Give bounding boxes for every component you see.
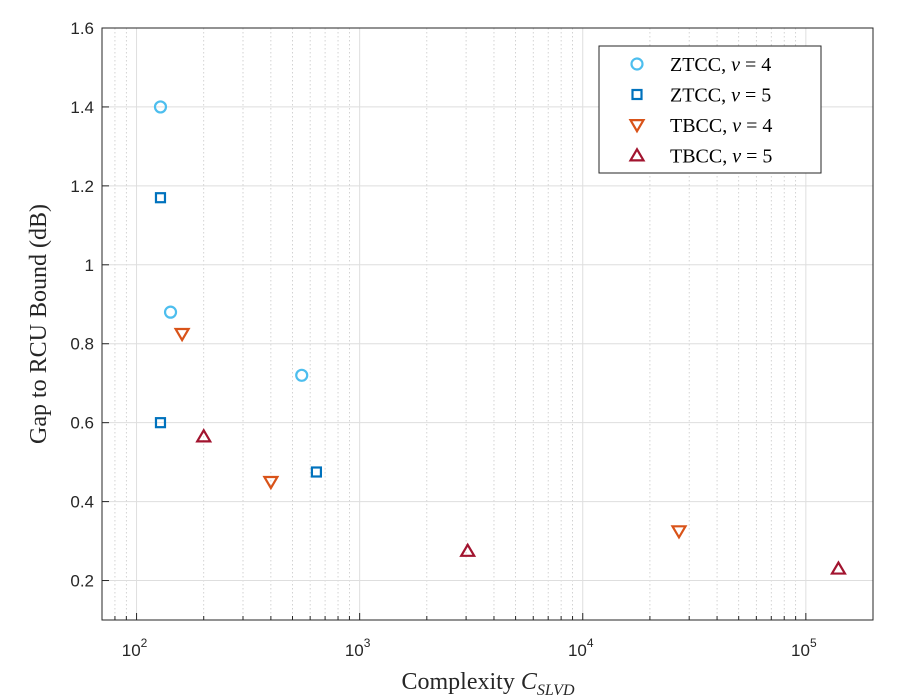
legend-entry-code: TBCC,	[670, 115, 732, 137]
y-tick-labels: 0.2 0.4 0.6 0.8 1 1.2 1.4 1.6	[70, 19, 94, 591]
data-point-square	[154, 192, 167, 204]
data-point-triangle-up	[830, 560, 847, 575]
y-axis-label: Gap to RCU Bound (dB)	[26, 204, 52, 444]
y-tick-label: 1.2	[70, 177, 94, 196]
y-tick-label: 1.6	[70, 19, 94, 38]
legend-marker-triangle-down	[628, 119, 646, 134]
x-tick-label: 102	[122, 636, 148, 660]
y-tick-label: 0.4	[70, 493, 94, 512]
data-point-triangle-down	[262, 475, 280, 491]
x-axis-label-main: Complexity	[402, 669, 521, 695]
y-tick-label: 0.8	[70, 335, 94, 354]
axis-ticks	[102, 27, 807, 620]
data-point-triangle-up	[459, 542, 477, 557]
legend-entry-value: = 5	[740, 85, 771, 107]
legend-entry-code: TBCC,	[670, 146, 732, 168]
data-points	[153, 100, 847, 575]
data-point-circle	[163, 305, 178, 319]
legend-entry-var: v	[732, 115, 741, 137]
legend-entry-value: = 5	[741, 146, 772, 168]
x-axis-label: Complexity CSLVD	[402, 669, 575, 699]
x-tick-label: 103	[345, 636, 371, 660]
legend-marker-square	[631, 88, 643, 101]
x-tick-exponent: 4	[587, 636, 594, 650]
x-tick-label: 105	[791, 636, 817, 660]
y-tick-label: 1	[85, 256, 94, 275]
x-axis-label-var: C	[521, 669, 538, 695]
x-tick-base: 10	[568, 641, 587, 660]
data-point-circle	[153, 100, 168, 114]
x-tick-label: 104	[568, 636, 594, 660]
data-point-triangle-down	[670, 525, 688, 540]
legend-entry-code: ZTCC,	[670, 85, 731, 107]
legend-entry: TBCC, v = 5	[670, 146, 772, 168]
legend-entry-value: = 4	[741, 115, 772, 137]
data-point-circle	[295, 368, 309, 382]
major-grid	[102, 27, 873, 620]
legend-marker-triangle-up	[628, 147, 646, 162]
x-tick-exponent: 3	[364, 636, 371, 650]
data-point-square	[154, 417, 167, 429]
legend-entry-var: v	[731, 85, 740, 107]
x-tick-exponent: 2	[141, 636, 148, 650]
y-tick-label: 0.2	[70, 572, 94, 591]
plot-frame	[101, 27, 874, 621]
legend-entry-var: v	[732, 146, 741, 168]
x-tick-labels: 102 103 104 105	[122, 636, 817, 660]
x-tick-base: 10	[345, 641, 364, 660]
legend-entry-value: = 4	[740, 54, 771, 76]
legend-entry: TBCC, v = 4	[670, 115, 772, 137]
data-point-triangle-down	[173, 327, 191, 343]
x-axis-label-sub: SLVD	[537, 682, 575, 699]
y-tick-label: 1.4	[70, 98, 94, 117]
legend-entry: ZTCC, v = 5	[670, 85, 771, 107]
x-tick-exponent: 5	[810, 636, 817, 650]
x-tick-base: 10	[122, 641, 141, 660]
data-point-square	[310, 466, 323, 478]
legend-entry-var: v	[731, 54, 740, 76]
minor-grid	[114, 28, 797, 620]
data-point-triangle-up	[195, 428, 213, 443]
legend-entry-code: ZTCC,	[670, 54, 731, 76]
x-tick-base: 10	[791, 641, 810, 660]
legend-entry: ZTCC, v = 4	[670, 54, 771, 76]
legend-marker-circle	[630, 57, 644, 71]
y-tick-label: 0.6	[70, 414, 94, 433]
